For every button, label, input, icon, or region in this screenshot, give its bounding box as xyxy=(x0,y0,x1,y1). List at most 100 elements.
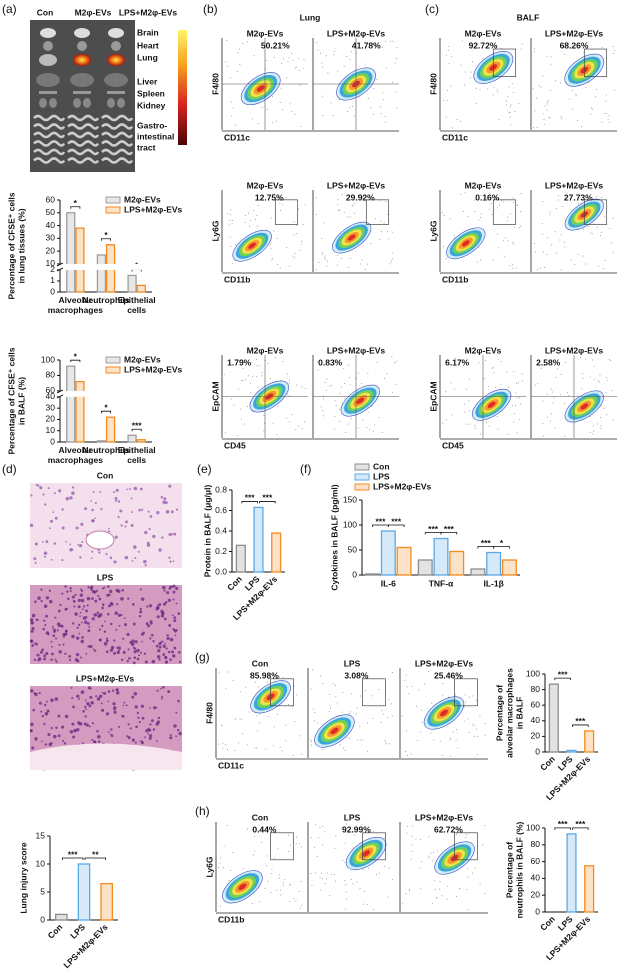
event-dot xyxy=(357,195,359,197)
x-tick-label: Alveolar macrophages xyxy=(48,445,104,465)
event-dot xyxy=(298,843,300,845)
event-dot xyxy=(491,367,493,369)
nucleus xyxy=(139,487,143,491)
nucleus xyxy=(86,702,90,706)
event-dot xyxy=(352,205,354,207)
gate-percent: 3.08% xyxy=(344,670,369,680)
event-dot xyxy=(607,118,609,120)
nucleus xyxy=(61,508,64,511)
y-tick-label: 5 xyxy=(40,886,45,896)
nucleus xyxy=(91,597,94,600)
event-dot xyxy=(540,86,542,88)
event-dot xyxy=(256,715,258,717)
event-dot xyxy=(467,876,469,878)
event-dot xyxy=(548,117,550,119)
event-dot xyxy=(518,103,520,105)
x-tick-label: Epithelial cells xyxy=(118,295,156,315)
x-tick-label: Alveolar macrophages xyxy=(48,295,104,315)
event-dot xyxy=(543,251,545,253)
nucleus xyxy=(152,706,157,710)
event-dot xyxy=(242,368,244,370)
event-dot xyxy=(520,192,522,194)
gi-tract xyxy=(33,148,66,156)
event-dot xyxy=(462,361,464,363)
event-dot xyxy=(286,373,288,375)
event-dot xyxy=(464,403,466,405)
event-dot xyxy=(294,252,296,254)
event-dot xyxy=(312,708,314,710)
nucleus xyxy=(29,639,33,643)
event-dot xyxy=(277,405,279,407)
event-dot xyxy=(464,694,466,696)
event-dot xyxy=(546,101,548,103)
event-dot xyxy=(424,683,426,685)
nucleus xyxy=(47,732,51,737)
event-dot xyxy=(596,226,598,228)
x-tick-label-line: Epithelial xyxy=(118,295,156,305)
event-dot xyxy=(428,670,430,672)
event-dot xyxy=(257,730,259,732)
panel-label: (e) xyxy=(197,462,212,476)
nucleus xyxy=(106,612,110,616)
event-dot xyxy=(299,735,301,737)
x-tick-label: IL-1β xyxy=(484,578,504,588)
event-dot xyxy=(467,718,469,720)
event-dot xyxy=(241,42,243,44)
nucleus xyxy=(58,643,61,646)
y-tick-label: 50 xyxy=(46,207,56,217)
nucleus xyxy=(103,692,107,695)
histology-label: Con xyxy=(97,470,114,480)
event-dot xyxy=(509,106,511,108)
event-dot xyxy=(349,711,351,713)
nucleus xyxy=(140,741,144,745)
event-dot xyxy=(321,748,323,750)
event-dot xyxy=(282,58,284,60)
event-dot xyxy=(237,52,239,54)
event-dot xyxy=(476,754,478,756)
bar xyxy=(100,882,113,921)
nucleus xyxy=(133,647,137,650)
event-dot xyxy=(410,858,412,860)
event-dot xyxy=(408,888,410,890)
nucleus xyxy=(80,656,83,659)
nucleus xyxy=(113,491,116,494)
nucleus xyxy=(81,541,84,543)
significance-label: *** xyxy=(481,538,492,548)
event-dot xyxy=(291,52,293,54)
event-dot xyxy=(224,743,226,745)
event-dot xyxy=(613,89,615,91)
significance-label: *** xyxy=(558,669,569,679)
event-dot xyxy=(579,356,581,358)
event-dot xyxy=(439,888,441,890)
y-axis-label: neutrophils in BALF (%) xyxy=(514,821,524,918)
event-dot xyxy=(345,431,347,433)
y-tick-label: 1 xyxy=(50,275,55,285)
event-dot xyxy=(265,68,267,70)
event-dot xyxy=(430,732,432,734)
event-dot xyxy=(244,423,246,425)
legend-swatch xyxy=(105,206,121,214)
nucleus xyxy=(137,716,140,719)
nucleus xyxy=(44,623,47,627)
event-dot xyxy=(362,197,364,199)
significance-label: *** xyxy=(575,716,586,726)
nucleus xyxy=(139,610,143,614)
event-dot xyxy=(391,703,393,705)
event-dot xyxy=(509,116,511,118)
organ-label: Heart xyxy=(137,40,159,50)
event-dot xyxy=(218,672,220,674)
density-contour xyxy=(580,403,589,410)
event-dot xyxy=(324,382,326,384)
event-dot xyxy=(272,422,274,424)
event-dot xyxy=(439,740,441,742)
nucleus xyxy=(173,724,177,728)
event-dot xyxy=(359,888,361,890)
nucleus xyxy=(59,603,62,606)
significance-bracket xyxy=(61,857,84,860)
nucleus xyxy=(54,697,59,701)
event-dot xyxy=(359,194,361,196)
nucleus xyxy=(101,708,105,712)
event-dot xyxy=(480,259,482,261)
event-dot xyxy=(320,675,322,677)
nucleus xyxy=(41,714,45,718)
